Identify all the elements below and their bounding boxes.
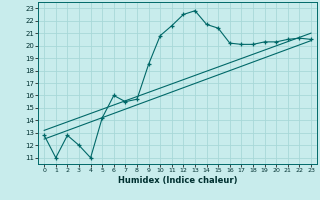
X-axis label: Humidex (Indice chaleur): Humidex (Indice chaleur): [118, 176, 237, 185]
